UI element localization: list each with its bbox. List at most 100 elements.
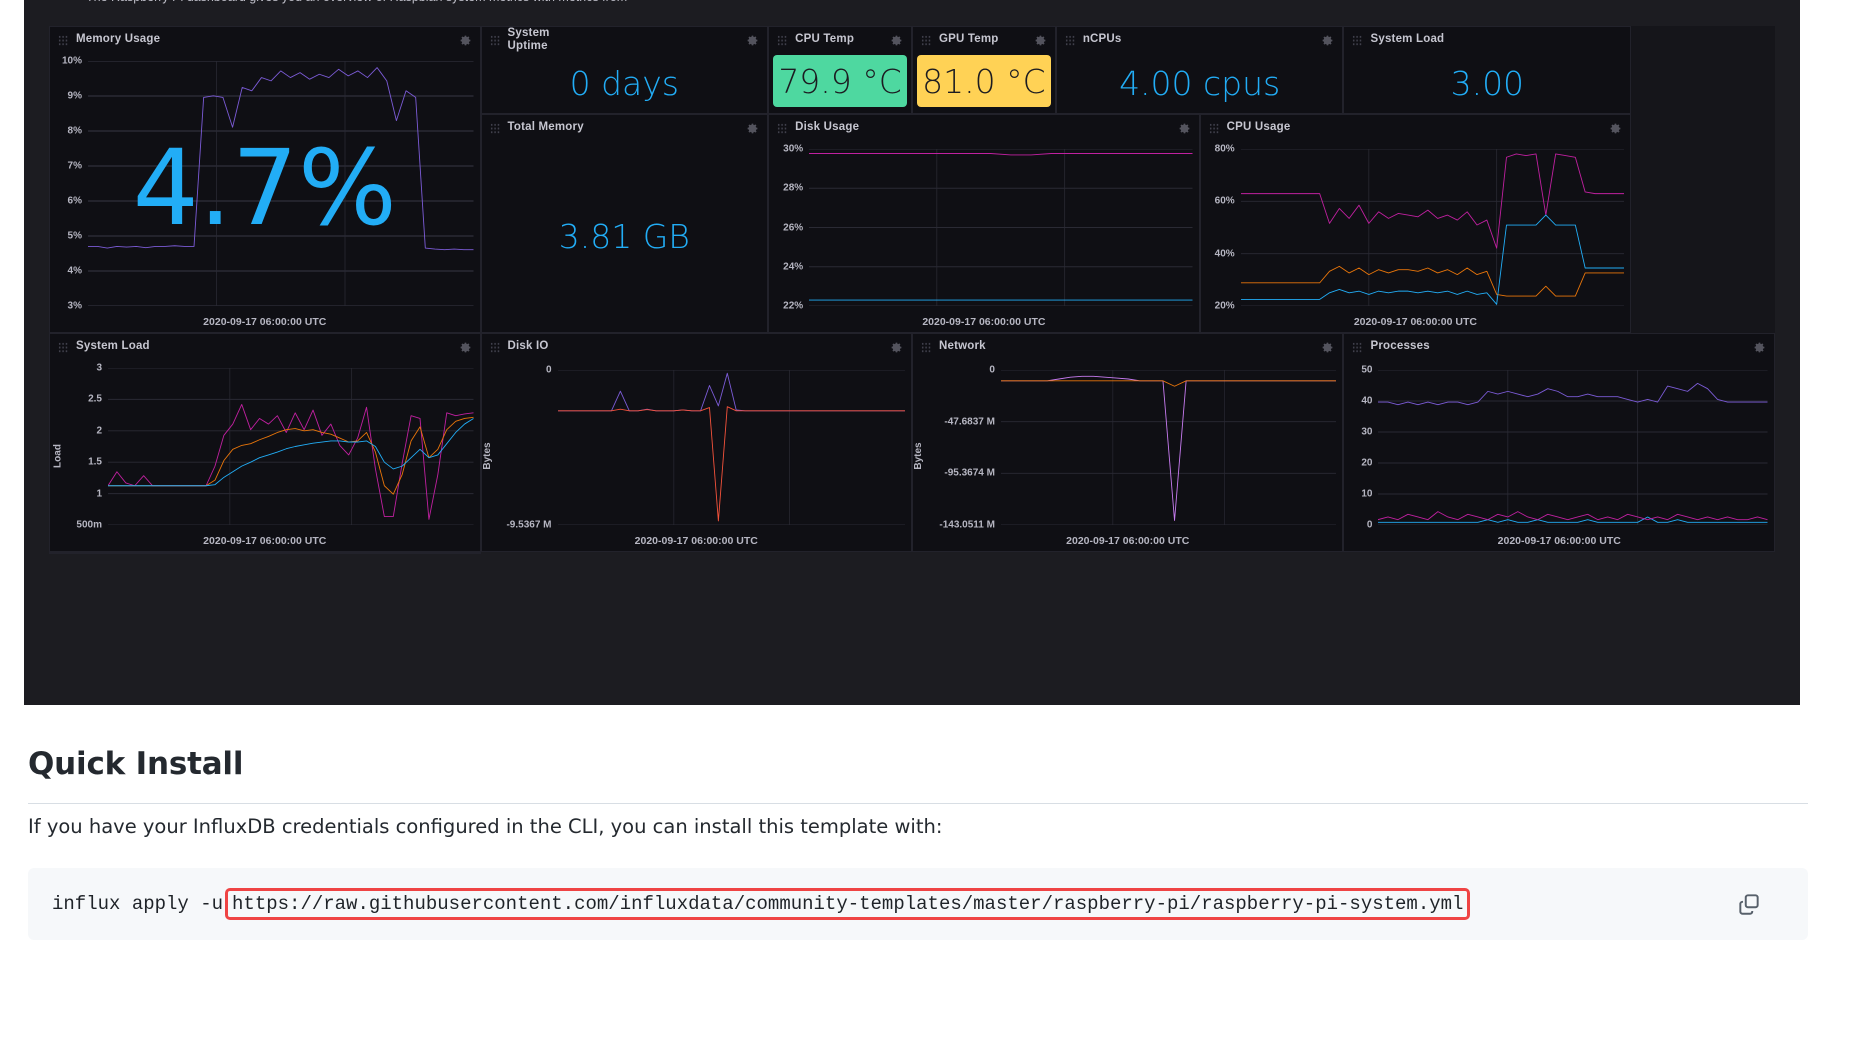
y-tick-label: 5%	[67, 230, 82, 242]
y-tick-label: 28%	[783, 182, 804, 194]
command-prefix: influx apply -u	[52, 893, 224, 915]
stat-value-container: 3.81 GB	[482, 141, 768, 332]
gear-icon[interactable]	[1609, 122, 1622, 135]
panel-title: System Uptime	[507, 26, 550, 52]
y-tick-label: 1	[96, 488, 102, 500]
gear-icon[interactable]	[746, 34, 759, 47]
drag-handle-icon[interactable]	[1064, 34, 1075, 46]
panel-disk-usage[interactable]: Disk Usage 30% 28% 26% 24% 22% 2020-09-17 06…	[768, 114, 1200, 333]
quick-install-paragraph: If you have your InfluxDB credentials co…	[28, 815, 943, 838]
x-axis-label: 2020-09-17 06:00:00 UTC	[1066, 535, 1190, 547]
y-tick-label: -9.5367 M	[506, 519, 552, 531]
gear-icon[interactable]	[890, 341, 903, 354]
drag-handle-icon[interactable]	[1208, 122, 1219, 134]
chart-network: Bytes 0 -47.6837 M -95.3674 M -143.0511 M 2…	[913, 360, 1343, 551]
gear-icon[interactable]	[1034, 34, 1047, 47]
panel-header: Disk Usage	[769, 115, 1199, 141]
y-axis-ticks: 30% 28% 26% 24% 22%	[769, 144, 807, 312]
x-axis-label: 2020-09-17 06:00:00 UTC	[1353, 316, 1477, 328]
y-tick-label: 1.5	[88, 456, 102, 468]
drag-handle-icon[interactable]	[1352, 34, 1363, 46]
panel-header: System Load	[1344, 27, 1630, 53]
panel-title: System Load	[1370, 33, 1445, 46]
x-axis-label: 2020-09-17 06:00:00 UTC	[1497, 535, 1621, 547]
panel-network[interactable]: Network Bytes 0 -47.6837 M -95.3674 M -143.…	[911, 333, 1344, 552]
gear-icon[interactable]	[459, 34, 472, 47]
gear-icon[interactable]	[1321, 341, 1334, 354]
y-tick-label: 80%	[1214, 143, 1235, 155]
panel-ncpus[interactable]: nCPUs 4.00 cpus	[1055, 26, 1344, 114]
panel-title: CPU Usage	[1226, 121, 1291, 134]
drag-handle-icon[interactable]	[777, 34, 788, 46]
y-tick-label: 8%	[67, 125, 82, 137]
y-axis-ticks: 0 -47.6837 M -95.3674 M -143.0511 M	[925, 365, 999, 531]
copy-icon[interactable]	[1736, 891, 1762, 917]
panel-header: System Load	[50, 334, 480, 360]
y-tick-label: 6%	[67, 195, 82, 207]
panel-total-memory[interactable]: Total Memory 3.81 GB	[480, 114, 769, 333]
panel-system-load-graph[interactable]: System Load Load 3 2.5 2 1.5 1 500m 2020-09-1…	[49, 333, 481, 552]
template-url[interactable]: https://raw.githubusercontent.com/influx…	[225, 888, 1471, 920]
description-text: The Raspberry Pi dashboard gives you an …	[86, 0, 627, 4]
drag-handle-icon[interactable]	[489, 122, 500, 134]
stat-value: 4.00 cpus	[1119, 63, 1281, 103]
panel-cpu-temp[interactable]: CPU Temp 79.9 °C	[768, 26, 912, 114]
panel-system-load-stat[interactable]: System Load 3.00	[1343, 26, 1632, 114]
divider	[28, 803, 1808, 804]
panel-header: CPU Usage	[1201, 115, 1631, 141]
gear-icon[interactable]	[746, 122, 759, 135]
panel-title: Disk Usage	[795, 121, 860, 134]
panel-header: Swap	[50, 553, 480, 554]
y-tick-label: 0	[545, 364, 552, 376]
drag-handle-icon[interactable]	[489, 34, 500, 46]
page-title: Quick Install	[28, 746, 244, 782]
gear-icon[interactable]	[1321, 34, 1334, 47]
install-command: influx apply -u https://raw.githubuserco…	[52, 888, 1471, 920]
panel-system-uptime[interactable]: System Uptime 0 days	[480, 26, 769, 114]
plot-lines	[557, 370, 905, 525]
y-tick-label: 26%	[783, 222, 804, 233]
drag-handle-icon[interactable]	[58, 34, 68, 46]
y-axis-ticks: 10% 9% 8% 7% 6% 5% 4% 3%	[52, 56, 86, 312]
drag-handle-icon[interactable]	[777, 122, 788, 134]
gear-icon[interactable]	[459, 341, 472, 354]
panel-header: Network	[913, 334, 1343, 360]
stat-value: 79.9 °C	[778, 61, 902, 101]
y-tick-label: 40	[1361, 395, 1373, 407]
gear-icon[interactable]	[1178, 122, 1191, 135]
panel-memory-usage[interactable]: Memory Usage 10% 9% 8% 7% 6% 5% 4% 3% 4.7% 2020…	[49, 26, 481, 333]
plot-lines	[88, 61, 474, 306]
panel-gpu-temp[interactable]: GPU Temp 81.0 °C	[911, 26, 1056, 114]
panel-cpu-usage[interactable]: CPU Usage 80% 60% 40% 20% 2020-09-17 06:00:…	[1199, 114, 1632, 333]
chart-system-load: Load 3 2.5 2 1.5 1 500m 2020-09-17 06:00:00 U…	[50, 360, 480, 551]
y-tick-label: 7%	[67, 160, 82, 172]
panel-processes[interactable]: Processes 50 40 30 20 10 0 2020-09-17 06:00:0…	[1343, 333, 1775, 552]
panel-header: Disk IO	[482, 334, 911, 360]
y-axis-ticks: 0 -9.5367 M	[494, 365, 556, 531]
drag-handle-icon[interactable]	[920, 341, 931, 353]
plot-lines	[809, 149, 1193, 306]
drag-handle-icon[interactable]	[58, 341, 68, 353]
drag-handle-icon[interactable]	[920, 34, 931, 46]
panel-header: GPU Temp	[913, 27, 1055, 53]
y-tick-label: -143.0511 M	[939, 519, 995, 531]
stat-value: 81.0 °C	[922, 61, 1046, 101]
stat-value: 0 days	[569, 63, 680, 103]
drag-handle-icon[interactable]	[489, 341, 500, 353]
gear-icon[interactable]	[1753, 341, 1766, 354]
drag-handle-icon[interactable]	[1352, 341, 1363, 353]
dashboard-region: The Raspberry Pi dashboard gives you an …	[24, 0, 1800, 705]
y-tick-label: 4%	[67, 265, 82, 277]
panel-swap[interactable]: Swap 95.3674 M47.6837 M0 2020-09-17 06:0…	[49, 552, 481, 554]
y-tick-label: 40%	[1214, 248, 1235, 260]
panel-title: Memory Usage	[76, 33, 161, 46]
plot-lines	[1240, 149, 1625, 306]
y-tick-label: 3%	[67, 300, 82, 312]
y-tick-label: 9%	[67, 90, 82, 102]
chart-processes: 50 40 30 20 10 0 2020-09-17 06:00:00 UTC	[1344, 360, 1774, 551]
code-block[interactable]: influx apply -u https://raw.githubuserco…	[28, 868, 1808, 940]
gear-icon[interactable]	[890, 34, 903, 47]
panel-disk-io[interactable]: Disk IO Bytes 0 -9.5367 M 2020-09-17 06:0…	[480, 333, 912, 552]
panel-header: Memory Usage	[50, 27, 480, 53]
stat-value-container: 0 days	[482, 53, 768, 113]
